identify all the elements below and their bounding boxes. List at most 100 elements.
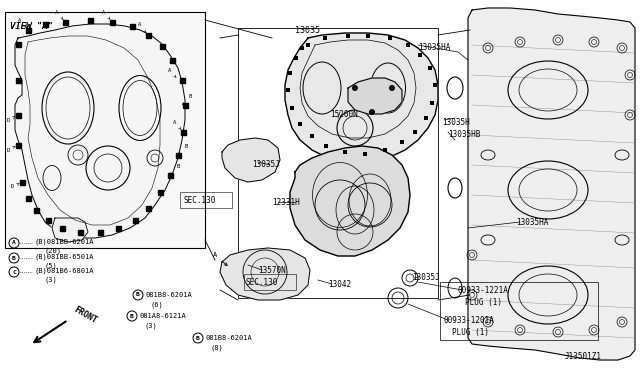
Text: SEC.130: SEC.130 xyxy=(183,196,216,205)
Text: 00933-1221A: 00933-1221A xyxy=(458,286,509,295)
Text: PLUG (1): PLUG (1) xyxy=(452,328,489,337)
Bar xyxy=(145,205,150,211)
Bar xyxy=(406,43,410,47)
Text: (B)081B6-6801A: (B)081B6-6801A xyxy=(34,268,93,274)
Polygon shape xyxy=(222,138,280,182)
Bar xyxy=(157,189,163,195)
Bar xyxy=(33,208,38,212)
Bar xyxy=(430,101,434,105)
Text: A: A xyxy=(56,10,63,19)
Polygon shape xyxy=(468,8,635,360)
Text: A: A xyxy=(168,67,176,77)
Bar xyxy=(290,106,294,110)
Bar xyxy=(440,282,598,340)
Bar xyxy=(366,34,370,38)
Text: 13035H: 13035H xyxy=(442,118,470,127)
Bar xyxy=(424,116,428,120)
Bar xyxy=(97,230,102,234)
Text: 13035HB: 13035HB xyxy=(448,130,481,139)
Text: A: A xyxy=(173,119,181,129)
Text: B: B xyxy=(12,256,16,260)
Text: A: A xyxy=(213,252,227,266)
Bar xyxy=(180,192,232,208)
Text: FRONT: FRONT xyxy=(72,305,98,325)
Text: 081B8-6201A: 081B8-6201A xyxy=(206,335,253,341)
Text: 13042: 13042 xyxy=(328,280,351,289)
Text: A: A xyxy=(102,10,110,19)
Text: 081A8-6121A: 081A8-6121A xyxy=(140,313,187,319)
Bar xyxy=(306,43,310,47)
Bar xyxy=(132,218,138,222)
Text: (6): (6) xyxy=(150,302,163,308)
Text: B: B xyxy=(196,336,200,340)
Text: 13035J: 13035J xyxy=(252,160,280,169)
Text: C: C xyxy=(12,269,16,275)
Circle shape xyxy=(369,109,375,115)
Bar xyxy=(15,77,20,83)
Bar xyxy=(77,230,83,234)
Bar xyxy=(115,225,120,231)
Bar xyxy=(15,112,20,118)
Bar xyxy=(182,103,188,108)
Polygon shape xyxy=(52,218,88,242)
Circle shape xyxy=(389,85,395,91)
Bar xyxy=(418,53,422,57)
Bar xyxy=(238,28,438,298)
Bar xyxy=(413,130,417,134)
Polygon shape xyxy=(15,24,185,238)
Bar xyxy=(145,32,150,38)
Circle shape xyxy=(352,85,358,91)
Text: A: A xyxy=(138,22,146,32)
Text: 081B8-6201A: 081B8-6201A xyxy=(146,292,193,298)
Text: 15200N: 15200N xyxy=(330,110,358,119)
Bar xyxy=(428,66,432,70)
Bar xyxy=(433,83,437,87)
Bar xyxy=(26,196,31,201)
Text: B: B xyxy=(182,94,191,105)
Bar xyxy=(15,42,20,46)
Text: (B)081BB-6501A: (B)081BB-6501A xyxy=(34,254,93,260)
Bar xyxy=(63,19,67,25)
Text: VIEW "A": VIEW "A" xyxy=(10,22,53,31)
Bar xyxy=(244,274,296,290)
Bar xyxy=(286,88,290,92)
Text: 13035J: 13035J xyxy=(412,273,440,282)
Polygon shape xyxy=(285,33,438,162)
Bar xyxy=(300,46,304,50)
Bar xyxy=(159,44,164,48)
Text: 13035HA: 13035HA xyxy=(418,43,451,52)
Text: D: D xyxy=(6,147,15,153)
Bar xyxy=(343,150,347,154)
Text: (8): (8) xyxy=(210,345,223,351)
Polygon shape xyxy=(290,146,410,256)
Text: B: B xyxy=(170,164,180,174)
Text: (3): (3) xyxy=(144,323,157,329)
Bar xyxy=(129,23,134,29)
Bar xyxy=(400,140,404,144)
Text: B: B xyxy=(179,144,188,154)
Bar xyxy=(323,36,327,40)
Polygon shape xyxy=(348,78,402,114)
Bar xyxy=(388,36,392,40)
Text: D: D xyxy=(6,116,15,122)
Text: A: A xyxy=(12,241,16,246)
Bar xyxy=(42,22,47,26)
Text: (3): (3) xyxy=(44,277,57,283)
Text: 00933-1201A: 00933-1201A xyxy=(444,316,495,325)
Bar xyxy=(179,77,184,83)
Bar xyxy=(180,129,186,135)
Bar xyxy=(5,12,205,248)
Text: (20): (20) xyxy=(44,248,61,254)
Text: PLUG (1): PLUG (1) xyxy=(465,298,502,307)
Bar xyxy=(88,17,93,22)
Bar xyxy=(310,134,314,138)
Text: 12331H: 12331H xyxy=(272,198,300,207)
Bar xyxy=(45,218,51,222)
Bar xyxy=(294,56,298,60)
Text: SEC.130: SEC.130 xyxy=(246,278,278,287)
Bar xyxy=(170,58,175,62)
Bar xyxy=(15,142,20,148)
Bar xyxy=(298,122,302,126)
Bar xyxy=(288,71,292,75)
Text: B: B xyxy=(130,314,134,318)
